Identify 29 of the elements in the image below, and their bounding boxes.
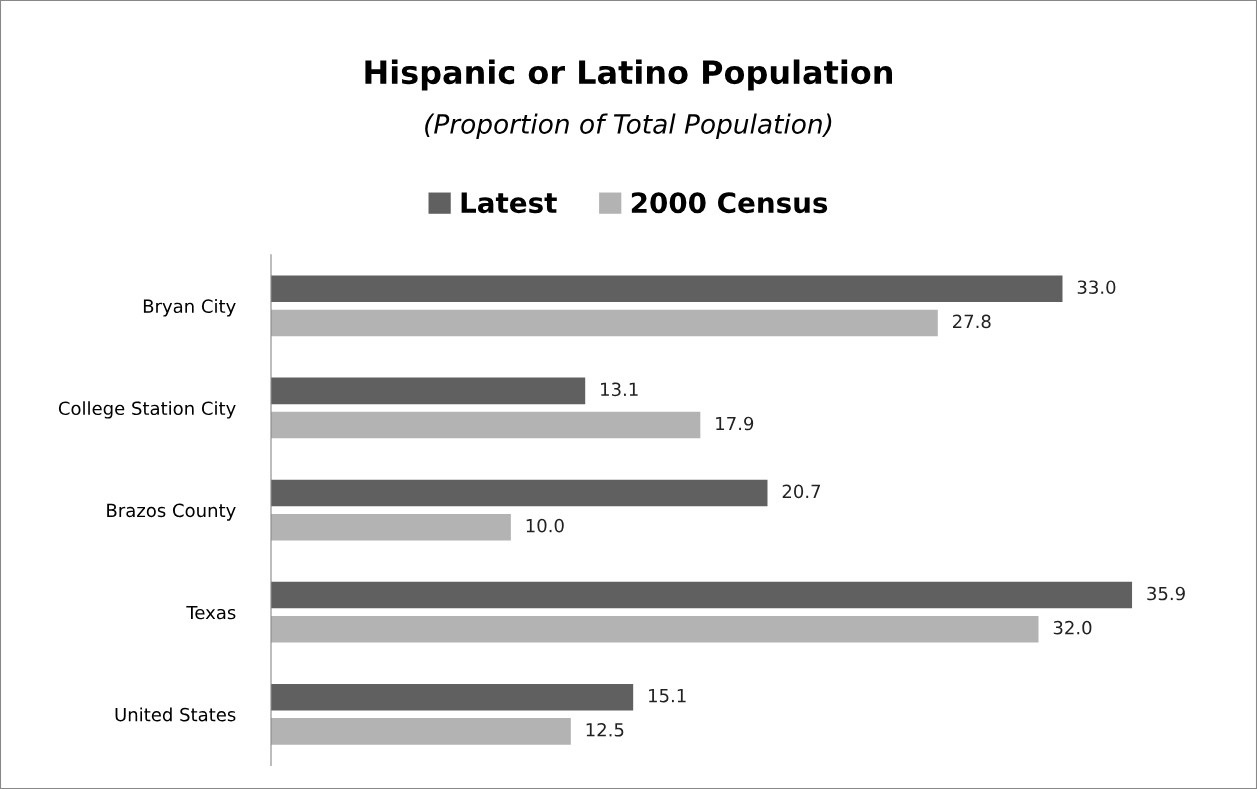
data-label: 27.8 [952,314,991,329]
chart-title: Hispanic or Latino Population [365,59,893,91]
bar [271,479,768,507]
legend-label: Latest [461,192,557,214]
bar [271,513,511,541]
y-tick-label: Brazos County [107,503,236,521]
y-tick-label: Texas [186,605,236,620]
legend-label: 2000 Census [631,192,828,214]
data-label: 35.9 [1147,586,1185,601]
bar [271,309,938,337]
data-label: 17.9 [716,416,754,431]
bar [271,275,1063,303]
bar [271,411,701,439]
bar [271,581,1133,609]
y-tick-label: College Station City [58,401,236,419]
data-label: 12.5 [586,722,624,737]
y-tick-label: Bryan City [143,299,236,317]
data-label: 32.0 [1053,620,1092,635]
data-label: 20.7 [782,484,821,499]
chart-subtitle: (Proportion of Total Population) [425,113,832,140]
bar [271,377,586,405]
data-label: 15.1 [649,689,686,703]
data-label: 13.1 [601,382,638,397]
y-tick-label: United States [115,707,236,722]
bar [271,616,1039,643]
data-label: 33.0 [1077,280,1116,295]
bar [271,718,571,745]
bar [271,683,634,711]
data-label: 10.0 [526,518,564,533]
